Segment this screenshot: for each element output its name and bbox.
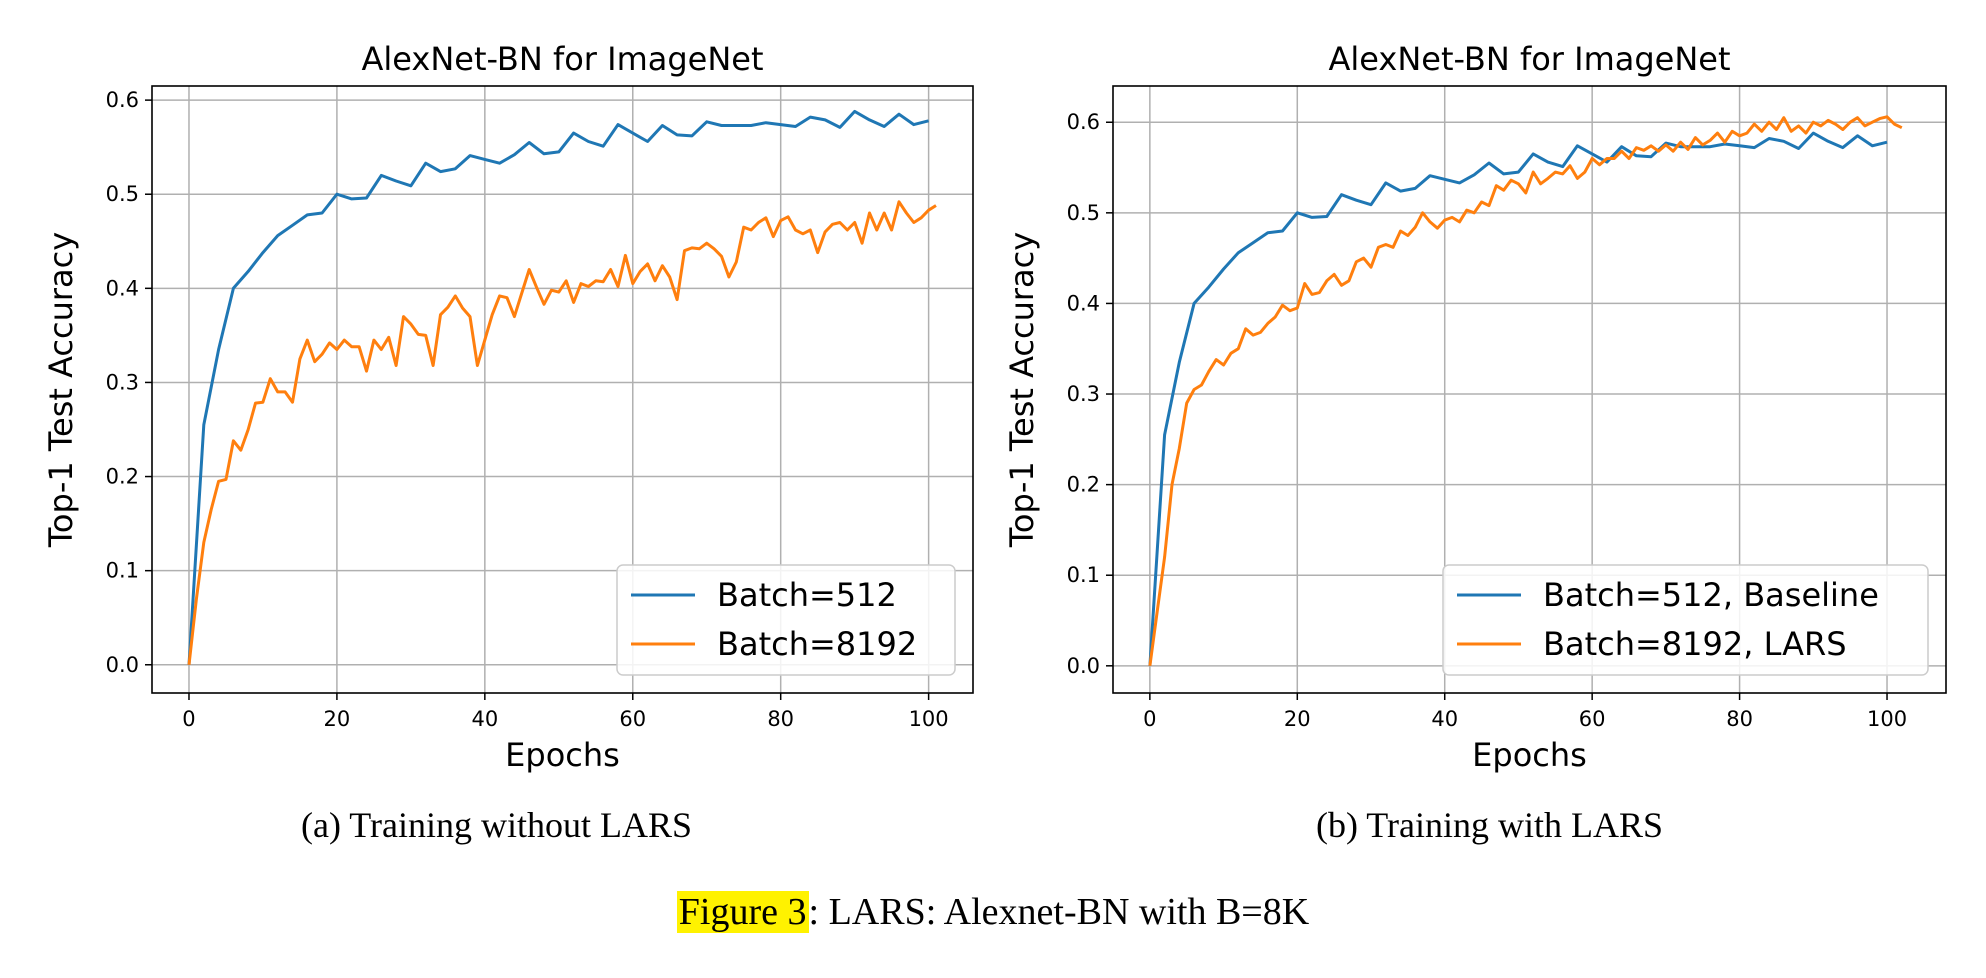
y-tick-label: 0.0 — [1067, 654, 1100, 678]
chart-panel-a: 0 20 40 60 80 100 0.0 0.1 0.2 0.3 0.4 0.5 0.6 AlexNet… — [0, 0, 993, 870]
plot-frame — [1112, 85, 1947, 694]
x-tick-label: 60 — [1579, 707, 1606, 731]
y-axis-label: Top-1 Test Accuracy — [1003, 232, 1041, 548]
x-tick-label: 20 — [1284, 707, 1311, 731]
y-tick-label: 0.6 — [1067, 110, 1100, 134]
y-tick-label: 0.1 — [106, 559, 139, 583]
x-tick-label: 80 — [767, 707, 794, 731]
y-axis-label: Top-1 Test Accuracy — [42, 232, 80, 548]
y-tick-label: 0.1 — [1067, 563, 1100, 587]
x-tick-label: 0 — [182, 707, 195, 731]
legend-label-1: Batch=512, Baseline — [1543, 576, 1879, 614]
chart-panel-b: 0 20 40 60 80 100 0.0 0.1 0.2 0.3 0.4 0.5 0.6 AlexNet… — [993, 0, 1986, 870]
y-tick-label: 0.3 — [1067, 382, 1100, 406]
y-tick-label: 0.6 — [106, 88, 139, 112]
chart-a: 0 20 40 60 80 100 0.0 0.1 0.2 0.3 0.4 0.5 0.6 AlexNet… — [42, 40, 974, 774]
y-tick-label: 0.2 — [106, 465, 139, 489]
subcaption-a: (a) Training without LARS — [300, 805, 693, 845]
series-line-1 — [187, 109, 929, 665]
subcaption-b: (b) Training with LARS — [1315, 805, 1664, 845]
y-tick-label: 0.4 — [106, 276, 139, 300]
x-axis-label: Epochs — [1472, 736, 1587, 774]
figure-caption-text: : LARS: Alexnet-BN with B=8K — [808, 891, 1310, 933]
x-tick-label: 60 — [619, 707, 646, 731]
y-tick-label: 0.2 — [1067, 473, 1100, 497]
y-tick-label: 0.5 — [1067, 201, 1100, 225]
series-line-2 — [1148, 115, 1903, 666]
series-line-2 — [187, 200, 937, 665]
series-line-1 — [1148, 131, 1888, 666]
x-tick-label: 100 — [909, 707, 949, 731]
x-tick-label: 0 — [1143, 707, 1156, 731]
x-tick-label: 40 — [471, 707, 498, 731]
chart-title: AlexNet-BN for ImageNet — [1328, 40, 1730, 78]
x-tick-label: 100 — [1867, 707, 1907, 731]
legend-label-1: Batch=512 — [717, 576, 897, 614]
x-tick-label: 20 — [324, 707, 351, 731]
legend-box — [616, 564, 956, 676]
x-tick-label: 80 — [1726, 707, 1753, 731]
legend-label-2: Batch=8192, LARS — [1543, 625, 1847, 663]
chart-b: 0 20 40 60 80 100 0.0 0.1 0.2 0.3 0.4 0.5 0.6 AlexNet… — [1003, 40, 1947, 774]
figure-caption: Figure 3: LARS: Alexnet-BN with B=8K — [0, 890, 1986, 934]
x-axis-label: Epochs — [505, 736, 620, 774]
x-tick-label: 40 — [1431, 707, 1458, 731]
legend-box — [1442, 564, 1929, 676]
legend-label-2: Batch=8192 — [717, 625, 917, 663]
chart-title: AlexNet-BN for ImageNet — [361, 40, 763, 78]
y-tick-label: 0.0 — [106, 653, 139, 677]
y-tick-label: 0.4 — [1067, 291, 1100, 315]
figure-label[interactable]: Figure 3 — [676, 891, 809, 933]
y-tick-label: 0.5 — [106, 182, 139, 206]
plot-frame — [151, 85, 974, 694]
y-tick-label: 0.3 — [106, 370, 139, 394]
